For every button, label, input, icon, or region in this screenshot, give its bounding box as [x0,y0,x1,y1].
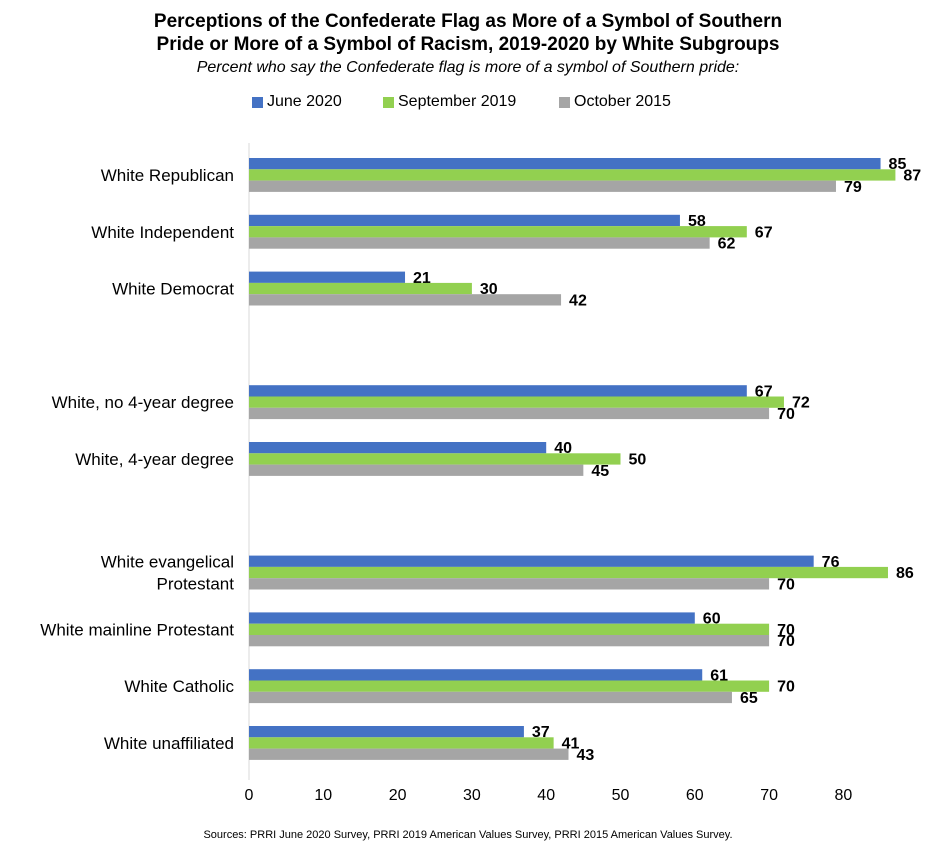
data-label: 60 [703,611,721,628]
category-label-white-no-4-year-degree: White, no 4-year degree [52,393,234,412]
data-label: 37 [532,724,550,741]
data-label: 30 [480,281,498,298]
bar-june-2020-white-democrat [249,271,406,283]
bar-june-2020-white-4-year-degree [249,442,547,454]
data-label: 58 [688,213,706,230]
bar-october-2015-white-democrat [249,294,562,306]
bar-june-2020-white-no-4-year-degree [249,385,747,397]
data-label: 87 [903,167,921,184]
x-tick-label: 0 [245,787,254,804]
data-label: 40 [554,440,572,457]
category-label-line: Protestant [157,575,235,594]
data-label: 45 [591,463,609,480]
bar-october-2015-white-evangelical-protestant [249,578,770,590]
legend-label: October 2015 [574,93,671,110]
data-label: 21 [413,270,431,287]
chart-subtitle: Percent who say the Confederate flag is … [196,59,740,76]
chart-footer: Sources: PRRI June 2020 Survey, PRRI 201… [203,829,733,841]
bar-october-2015-white-independent [249,237,710,249]
bar-september-2019-white-republican [249,169,896,181]
data-label: 50 [629,451,647,468]
category-label-white-mainline-protestant: White mainline Protestant [40,620,234,639]
data-label: 70 [777,406,795,423]
data-label: 72 [792,395,810,412]
data-label: 85 [889,156,907,173]
data-label: 70 [777,679,795,696]
x-tick-label: 10 [314,787,332,804]
x-tick-label: 80 [835,787,853,804]
bar-june-2020-white-republican [249,158,881,170]
bar-june-2020-white-unaffiliated [249,726,524,738]
bar-june-2020-white-independent [249,214,680,227]
data-label: 76 [822,554,840,571]
category-label-white-unaffiliated: White unaffiliated [104,734,234,753]
legend-label: June 2020 [267,93,342,110]
legend-swatch [559,96,570,108]
data-label: 79 [844,179,862,196]
bar-september-2019-white-independent [249,226,747,238]
data-label: 70 [777,576,795,593]
category-label-white-evangelical-protestant: White evangelical Protestant [101,553,235,594]
data-label: 65 [740,690,758,707]
data-label: 67 [755,224,773,241]
legend-swatch [252,96,263,108]
data-label: 42 [569,292,587,309]
data-label: 43 [576,747,594,764]
legend-label: September 2019 [398,93,517,110]
category-label-line: White evangelical [101,553,234,572]
bar-october-2015-white-mainline-protestant [249,635,770,647]
bar-october-2015-white-unaffiliated [249,748,569,760]
data-label: 41 [562,735,580,752]
bar-september-2019-white-evangelical-protestant [249,566,888,579]
legend-item-october-2015: October 2015 [559,93,671,111]
bar-october-2015-white-no-4-year-degree [249,407,770,420]
data-label: 67 [755,383,773,400]
x-tick-label: 40 [537,787,555,804]
bar-september-2019-white-4-year-degree [249,453,621,465]
category-label-white-republican: White Republican [101,166,234,185]
category-label-white-catholic: White Catholic [124,677,234,696]
category-label-white-4-year-degree: White, 4-year degree [75,450,234,469]
legend-item-september-2019: September 2019 [383,93,516,111]
data-label: 61 [710,667,728,684]
bar-october-2015-white-4-year-degree [249,464,584,476]
legend-swatch [383,96,394,108]
bar-september-2019-white-mainline-protestant [249,623,770,635]
bar-october-2015-white-republican [249,180,836,192]
data-label: 62 [718,236,736,253]
bar-september-2019-white-unaffiliated [249,737,554,749]
data-label: 86 [896,565,914,582]
bar-june-2020-white-mainline-protestant [249,612,695,624]
data-label: 70 [777,622,795,639]
x-tick-label: 20 [389,787,407,804]
legend-item-june-2020: June 2020 [252,93,342,111]
data-label: 70 [777,633,795,650]
bar-june-2020-white-evangelical-protestant [249,555,814,567]
category-label-white-independent: White Independent [91,223,234,242]
bar-october-2015-white-catholic [249,691,732,704]
x-tick-label: 70 [760,787,778,804]
chart-title-line-2: Pride or More of a Symbol of Racism, 201… [156,34,780,55]
bar-september-2019-white-catholic [249,680,770,692]
x-tick-label: 30 [463,787,481,804]
legend: June 2020 September 2019 October 2015 [0,93,936,115]
bar-september-2019-white-no-4-year-degree [249,396,784,408]
x-tick-label: 60 [686,787,704,804]
chart-title-line-1: Perceptions of the Confederate Flag as M… [153,11,783,32]
bar-june-2020-white-catholic [249,669,703,681]
bar-september-2019-white-democrat [249,282,472,295]
category-label-white-democrat: White Democrat [112,280,234,299]
x-tick-label: 50 [612,787,630,804]
